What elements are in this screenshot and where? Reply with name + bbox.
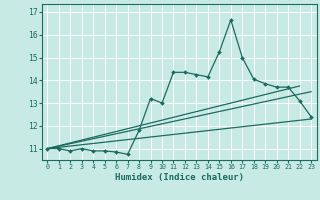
X-axis label: Humidex (Indice chaleur): Humidex (Indice chaleur) <box>115 173 244 182</box>
